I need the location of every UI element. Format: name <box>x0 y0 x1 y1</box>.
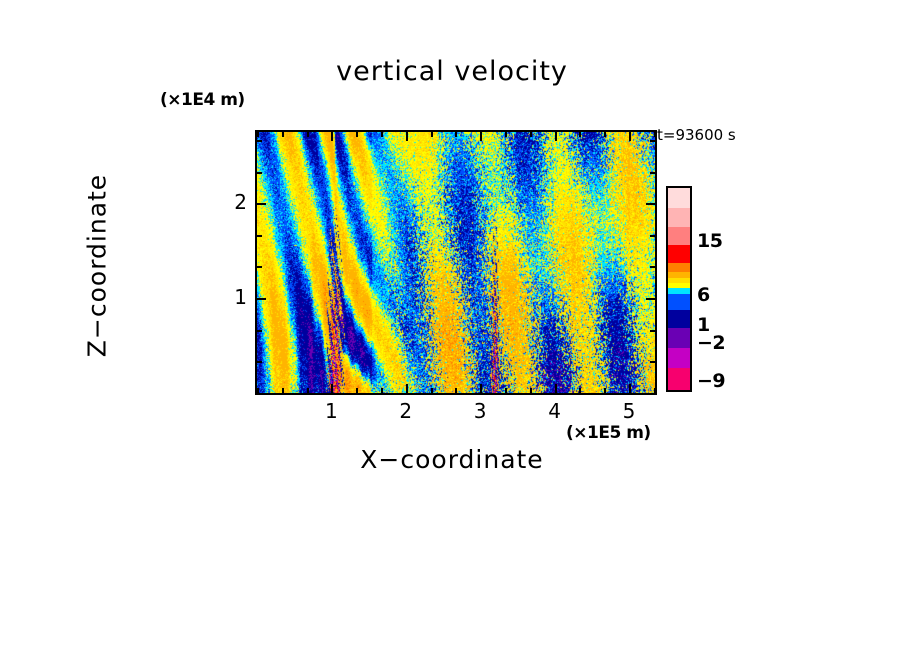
x-tick-minor <box>604 388 606 393</box>
x-tick-major <box>480 384 482 393</box>
colorbar-tick-label: 15 <box>697 230 723 252</box>
x-tick-minor <box>505 388 507 393</box>
x-tick-minor <box>282 388 284 393</box>
y-tick-minor <box>257 330 262 332</box>
x-tick-major-top <box>406 132 408 141</box>
y-tick-minor <box>257 235 262 237</box>
y-axis-multiplier-label: (×1E4 m) <box>160 90 245 110</box>
x-tick-major <box>331 384 333 393</box>
x-tick-minor <box>431 388 433 393</box>
x-axis-multiplier-label: (×1E5 m) <box>566 423 651 443</box>
x-tick-label: 1 <box>325 399 338 423</box>
colorbar-segment <box>668 288 690 294</box>
colorbar-tick-label: 1 <box>697 314 710 336</box>
x-tick-major <box>555 384 557 393</box>
x-tick-minor-top <box>604 132 606 137</box>
x-tick-minor <box>579 388 581 393</box>
colorbar-segment <box>668 245 690 263</box>
colorbar-segment <box>668 208 690 227</box>
x-tick-label: 5 <box>622 399 636 423</box>
x-tick-major-top <box>555 132 557 141</box>
y-tick-minor <box>257 361 262 363</box>
x-tick-major-top <box>331 132 333 141</box>
x-tick-major-top <box>629 132 631 141</box>
colorbar-segment <box>668 368 690 390</box>
timestamp-annotation: t=93600 s <box>657 126 736 144</box>
y-tick-major-right <box>646 298 655 300</box>
y-tick-minor <box>257 140 262 142</box>
x-tick-label: 4 <box>548 399 561 423</box>
x-tick-minor <box>455 388 457 393</box>
colorbar-segment <box>668 227 690 245</box>
x-tick-minor-top <box>307 132 309 137</box>
x-tick-minor-top <box>455 132 457 137</box>
x-tick-minor-top <box>356 132 358 137</box>
x-tick-minor <box>381 388 383 393</box>
x-tick-label: 3 <box>473 399 487 423</box>
x-tick-major-top <box>480 132 482 141</box>
colorbar-segment <box>668 272 690 278</box>
y-tick-minor <box>257 393 262 395</box>
x-tick-minor-top <box>530 132 532 137</box>
x-tick-minor-top <box>381 132 383 137</box>
x-tick-minor <box>530 388 532 393</box>
x-tick-major <box>629 384 631 393</box>
x-tick-major <box>406 384 408 393</box>
colorbar-segment <box>668 328 690 348</box>
colorbar-segment <box>668 188 690 208</box>
y-tick-label: 2 <box>234 190 247 215</box>
contour-field <box>257 132 655 393</box>
y-tick-minor-right <box>650 330 655 332</box>
y-tick-minor-right <box>650 266 655 268</box>
x-tick-minor <box>307 388 309 393</box>
colorbar-segment <box>668 283 690 288</box>
plot-area <box>255 130 657 395</box>
page-title: vertical velocity <box>336 56 568 87</box>
y-tick-minor <box>257 266 262 268</box>
y-tick-major <box>257 203 266 205</box>
y-tick-label: 1 <box>234 285 247 310</box>
colorbar-tick-label: −9 <box>697 370 726 392</box>
y-tick-minor-right <box>650 235 655 237</box>
colorbar-tick-label: 6 <box>697 284 710 306</box>
colorbar-segment <box>668 263 690 272</box>
y-axis-title: Z−coordinate <box>82 173 112 358</box>
y-tick-major <box>257 298 266 300</box>
y-tick-minor-right <box>650 140 655 142</box>
x-tick-minor <box>356 388 358 393</box>
colorbar-segment <box>668 294 690 310</box>
x-tick-minor-top <box>654 132 656 137</box>
y-tick-major-right <box>646 203 655 205</box>
colorbar-segment <box>668 310 690 328</box>
x-tick-label: 2 <box>399 399 413 423</box>
x-tick-minor-top <box>282 132 284 137</box>
colorbar-tick-label: −2 <box>697 332 726 354</box>
x-tick-minor-top <box>579 132 581 137</box>
colorbar <box>666 186 692 392</box>
y-tick-minor-right <box>650 361 655 363</box>
x-tick-minor-top <box>505 132 507 137</box>
y-tick-minor <box>257 172 262 174</box>
x-tick-minor <box>654 388 656 393</box>
x-tick-minor-top <box>257 132 259 137</box>
colorbar-segment <box>668 278 690 283</box>
x-axis-title: X−coordinate <box>360 445 544 474</box>
colorbar-segment <box>668 348 690 368</box>
y-tick-minor-right <box>650 393 655 395</box>
y-tick-minor-right <box>650 172 655 174</box>
x-tick-minor <box>257 388 259 393</box>
x-tick-minor-top <box>431 132 433 137</box>
